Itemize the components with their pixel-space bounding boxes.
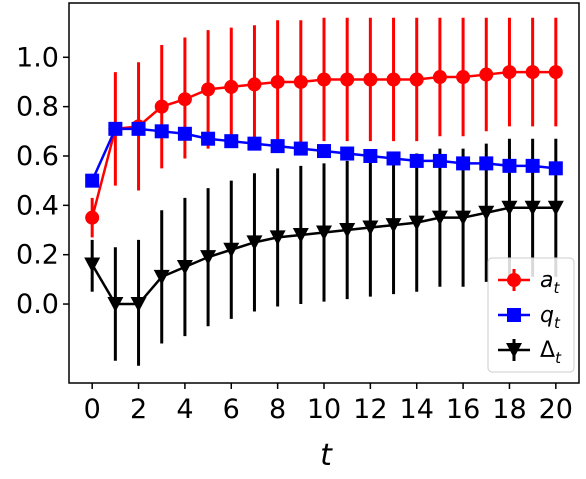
series-markers bbox=[84, 65, 564, 313]
data-point-2 bbox=[432, 153, 447, 168]
data-point-2 bbox=[154, 124, 169, 139]
legend-label-2: qt bbox=[540, 303, 561, 332]
y-tick-label: 1.0 bbox=[16, 42, 59, 73]
data-point-3 bbox=[524, 200, 541, 216]
data-point-3 bbox=[107, 297, 124, 313]
data-point-1 bbox=[154, 99, 169, 114]
data-point-2 bbox=[270, 139, 285, 154]
data-point-1 bbox=[386, 72, 401, 87]
data-point-3 bbox=[339, 223, 356, 239]
data-point-1 bbox=[177, 92, 192, 107]
x-tick-label: 20 bbox=[539, 394, 573, 425]
x-tick-label: 10 bbox=[307, 394, 341, 425]
legend-marker-1 bbox=[507, 273, 521, 287]
data-point-1 bbox=[317, 72, 331, 87]
data-point-1 bbox=[479, 67, 494, 82]
data-point-2 bbox=[108, 121, 123, 136]
data-point-2 bbox=[201, 131, 216, 146]
legend-marker-3 bbox=[506, 343, 522, 358]
data-point-3 bbox=[223, 242, 240, 258]
legend-marker-2 bbox=[507, 308, 521, 322]
data-point-2 bbox=[525, 158, 540, 173]
data-point-2 bbox=[479, 156, 494, 171]
x-axis-label: t bbox=[320, 438, 333, 473]
data-point-3 bbox=[385, 218, 402, 234]
data-point-2 bbox=[293, 141, 308, 156]
legend-label-1: at bbox=[540, 268, 560, 297]
x-tick-label: 0 bbox=[84, 394, 101, 425]
data-point-2 bbox=[224, 134, 239, 149]
y-tick-label: 0.8 bbox=[16, 92, 59, 123]
x-tick-label: 18 bbox=[492, 394, 526, 425]
data-point-1 bbox=[409, 72, 424, 87]
x-tick-label: 4 bbox=[176, 394, 193, 425]
data-point-1 bbox=[224, 79, 239, 94]
data-point-2 bbox=[363, 148, 378, 163]
data-point-3 bbox=[84, 257, 101, 273]
data-point-2 bbox=[340, 146, 355, 161]
x-tick-label: 16 bbox=[446, 394, 480, 425]
data-point-1 bbox=[201, 82, 216, 97]
y-tick-label: 0.6 bbox=[16, 141, 59, 172]
data-point-2 bbox=[317, 144, 331, 159]
data-point-1 bbox=[363, 72, 378, 87]
data-point-1 bbox=[525, 65, 540, 80]
data-point-2 bbox=[502, 158, 517, 173]
data-point-2 bbox=[409, 153, 424, 168]
data-point-1 bbox=[293, 74, 308, 89]
y-axis-ticks: 0.0 0.2 0.4 0.6 0.8 1.0 bbox=[16, 42, 69, 320]
data-point-1 bbox=[270, 74, 285, 89]
x-tick-label: 2 bbox=[130, 394, 147, 425]
data-point-1 bbox=[432, 70, 447, 85]
x-tick-label: 12 bbox=[353, 394, 387, 425]
data-point-3 bbox=[316, 225, 332, 241]
x-axis-ticks: 0 2 4 6 8 10 12 14 16 18 20 bbox=[84, 383, 573, 425]
x-tick-label: 14 bbox=[400, 394, 434, 425]
data-point-3 bbox=[246, 235, 263, 251]
data-point-1 bbox=[340, 72, 355, 87]
data-point-3 bbox=[455, 210, 472, 226]
data-point-3 bbox=[431, 210, 448, 226]
data-point-1 bbox=[456, 70, 471, 85]
data-point-2 bbox=[456, 156, 471, 171]
data-point-1 bbox=[247, 77, 262, 92]
data-point-1 bbox=[502, 65, 517, 80]
data-point-3 bbox=[176, 260, 193, 276]
x-tick-label: 8 bbox=[269, 394, 286, 425]
data-point-1 bbox=[85, 210, 100, 225]
data-point-2 bbox=[548, 161, 563, 176]
y-tick-label: 0.2 bbox=[16, 240, 59, 271]
legend-label-3: Δt bbox=[540, 338, 562, 367]
data-point-2 bbox=[386, 151, 401, 166]
y-tick-label: 0.4 bbox=[16, 190, 59, 221]
data-point-3 bbox=[130, 297, 147, 313]
data-point-3 bbox=[200, 250, 217, 266]
data-point-3 bbox=[501, 200, 518, 216]
data-point-3 bbox=[478, 205, 495, 221]
data-point-2 bbox=[131, 121, 146, 136]
data-point-3 bbox=[153, 269, 170, 285]
legend: at qt Δt bbox=[487, 257, 575, 373]
data-point-2 bbox=[85, 173, 100, 188]
y-tick-label: 0.0 bbox=[16, 289, 59, 320]
data-point-3 bbox=[292, 227, 309, 243]
data-point-3 bbox=[408, 215, 425, 231]
data-point-2 bbox=[177, 126, 192, 141]
data-point-3 bbox=[269, 230, 286, 246]
x-tick-label: 6 bbox=[223, 394, 240, 425]
data-point-3 bbox=[547, 200, 564, 216]
data-point-2 bbox=[247, 136, 262, 151]
data-point-3 bbox=[362, 220, 379, 236]
data-point-1 bbox=[548, 65, 563, 80]
